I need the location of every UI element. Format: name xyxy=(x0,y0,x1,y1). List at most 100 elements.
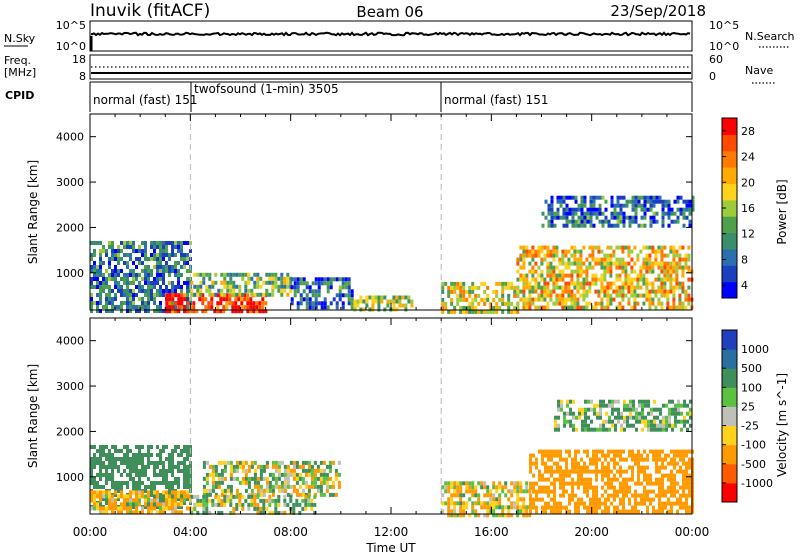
velocity-cell xyxy=(489,509,493,514)
velocity-cell xyxy=(613,461,616,466)
power-cell xyxy=(519,297,523,302)
velocity-cell xyxy=(658,493,661,498)
velocity-cell xyxy=(676,497,679,502)
power-cell xyxy=(589,195,593,200)
velocity-cell xyxy=(632,415,635,420)
power-cell xyxy=(672,249,676,254)
velocity-cell xyxy=(541,485,544,490)
power-cell xyxy=(341,277,345,282)
velocity-cell xyxy=(557,427,560,432)
velocity-cell xyxy=(565,481,568,486)
power-cell xyxy=(537,305,541,310)
power-cell xyxy=(180,245,183,249)
power-cell xyxy=(636,257,640,262)
velocity-cell xyxy=(679,485,682,490)
velocity-cell xyxy=(292,472,296,477)
power-cell xyxy=(341,281,345,286)
velocity-cell xyxy=(162,493,165,497)
velocity-cell xyxy=(301,480,305,485)
power-cell xyxy=(666,261,670,266)
power-cell xyxy=(332,277,336,282)
power-cell xyxy=(183,265,186,269)
velocity-cell xyxy=(126,465,129,469)
velocity-cell xyxy=(162,502,165,507)
velocity-cell xyxy=(584,427,587,432)
power-cell xyxy=(510,301,514,306)
nsky-label: N.Sky xyxy=(4,32,36,45)
velocity-cell xyxy=(174,494,177,499)
velocity-cell xyxy=(575,415,578,420)
power-cell xyxy=(543,257,547,262)
power-cell xyxy=(377,295,381,300)
power-cell xyxy=(232,280,236,285)
power-cell xyxy=(386,299,390,304)
velocity-cell xyxy=(637,477,640,482)
power-cell xyxy=(597,289,601,294)
power-cell xyxy=(235,292,239,297)
power-cell xyxy=(141,241,144,245)
power-cell xyxy=(208,272,212,277)
velocity-cell xyxy=(232,510,236,515)
power-cell xyxy=(669,277,673,282)
velocity-cell xyxy=(138,457,141,461)
power-cell xyxy=(571,207,575,212)
power-cell xyxy=(347,285,351,290)
power-cell xyxy=(589,211,593,216)
power-cell xyxy=(516,277,520,282)
velocity-cell xyxy=(532,481,535,486)
power-cell xyxy=(350,305,354,310)
power-cell xyxy=(196,288,200,293)
power-cell xyxy=(544,199,548,204)
power-cell xyxy=(329,285,333,290)
power-cell xyxy=(522,245,526,250)
velocity-cell xyxy=(211,484,215,489)
velocity-cell xyxy=(598,469,601,474)
power-cell xyxy=(250,276,254,281)
velocity-cell xyxy=(331,480,335,485)
velocity-cell xyxy=(516,505,520,510)
velocity-cell xyxy=(649,497,652,502)
power-cell xyxy=(580,203,584,208)
power-cell xyxy=(483,281,487,286)
velocity-cell xyxy=(569,419,572,424)
power-cell xyxy=(552,277,556,282)
velocity-cell xyxy=(147,453,150,457)
velocity-cell xyxy=(538,449,541,454)
velocity-cell xyxy=(153,485,156,489)
power-cell xyxy=(501,297,505,302)
power-cell xyxy=(660,277,664,282)
power-cell xyxy=(612,297,616,302)
power-cell xyxy=(649,195,653,200)
power-cell xyxy=(250,292,254,297)
power-cell xyxy=(622,211,626,216)
power-cell xyxy=(120,285,123,289)
power-cell xyxy=(208,288,212,293)
velocity-cell xyxy=(661,485,664,490)
power-cell xyxy=(320,301,324,306)
power-cell xyxy=(610,223,614,228)
power-cell xyxy=(123,245,126,249)
velocity-cell xyxy=(562,485,565,490)
power-cell xyxy=(691,199,695,204)
velocity-cell xyxy=(189,473,192,477)
power-cell xyxy=(216,301,220,306)
power-cell xyxy=(344,285,348,290)
power-cell xyxy=(531,273,535,278)
velocity-cell xyxy=(177,494,180,499)
power-cell xyxy=(654,257,658,262)
velocity-cell xyxy=(180,449,183,453)
power-cell xyxy=(625,199,629,204)
velocity-cell xyxy=(462,481,466,486)
velocity-cell xyxy=(144,505,147,509)
velocity-cell xyxy=(673,473,676,478)
power-cell xyxy=(217,288,221,293)
velocity-cell xyxy=(96,449,99,453)
velocity-cell xyxy=(661,501,664,506)
velocity-cell xyxy=(688,473,691,478)
power-cell xyxy=(660,245,664,250)
velocity-cell xyxy=(610,493,613,498)
power-cell xyxy=(567,249,571,254)
velocity-cell xyxy=(547,505,550,510)
velocity-cell xyxy=(689,415,692,420)
power-cell xyxy=(299,277,303,282)
